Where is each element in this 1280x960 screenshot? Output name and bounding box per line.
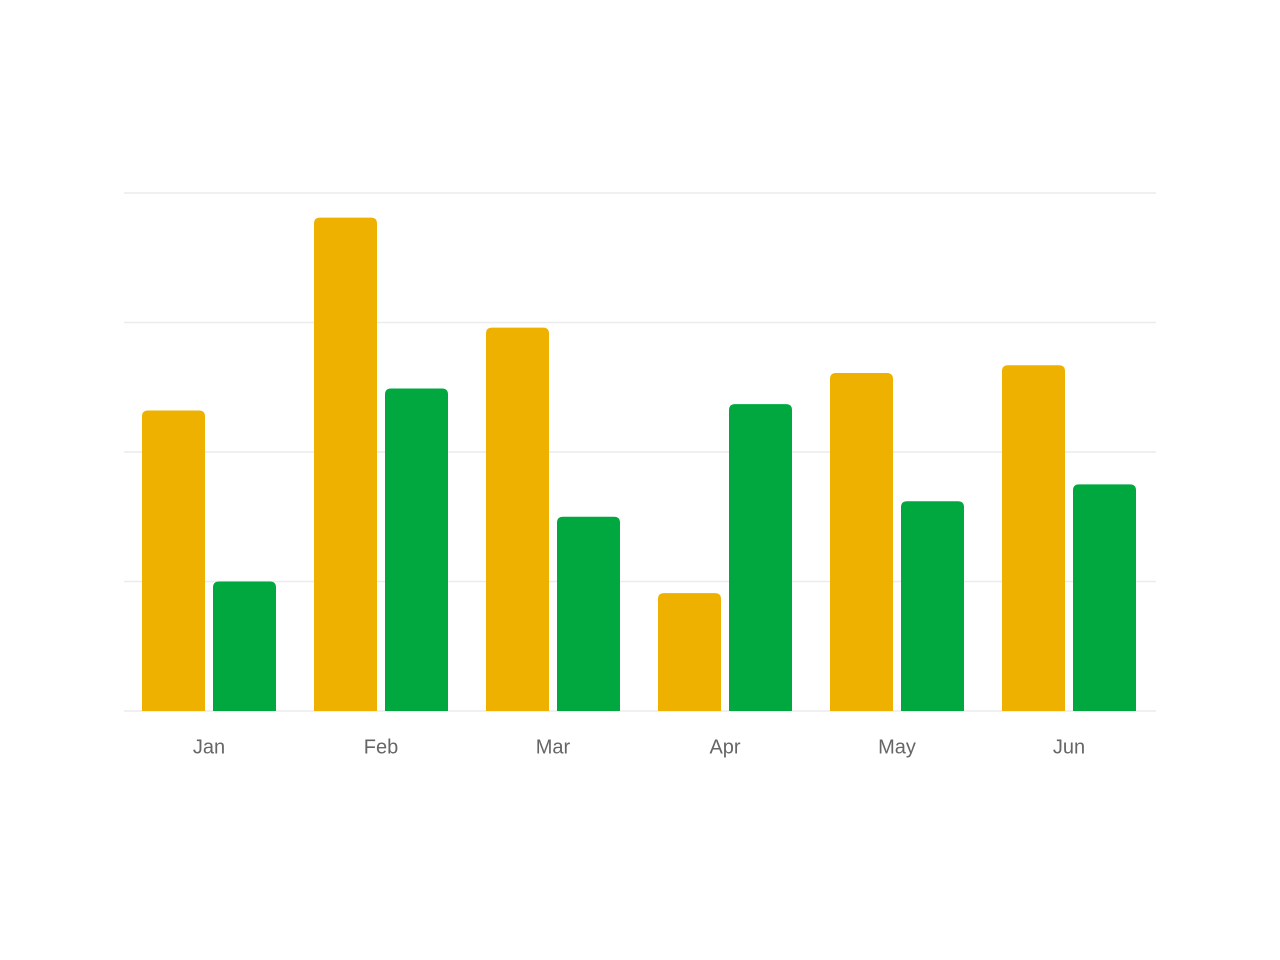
bar (658, 593, 721, 711)
x-tick-label: Feb (364, 736, 398, 758)
bar (142, 410, 205, 711)
bar (1002, 365, 1065, 711)
x-tick-label: Mar (536, 736, 571, 758)
bar (1073, 484, 1136, 711)
bar (385, 388, 448, 711)
bar (486, 327, 549, 711)
x-tick-label: Jun (1053, 736, 1085, 758)
bar (830, 373, 893, 711)
x-tick-label: Jan (193, 736, 225, 758)
bar (729, 404, 792, 711)
bar (213, 581, 276, 711)
bar (314, 217, 377, 712)
x-tick-label: May (878, 736, 916, 758)
bar (557, 516, 620, 711)
x-tick-label: Apr (709, 736, 740, 758)
bar (901, 501, 964, 711)
